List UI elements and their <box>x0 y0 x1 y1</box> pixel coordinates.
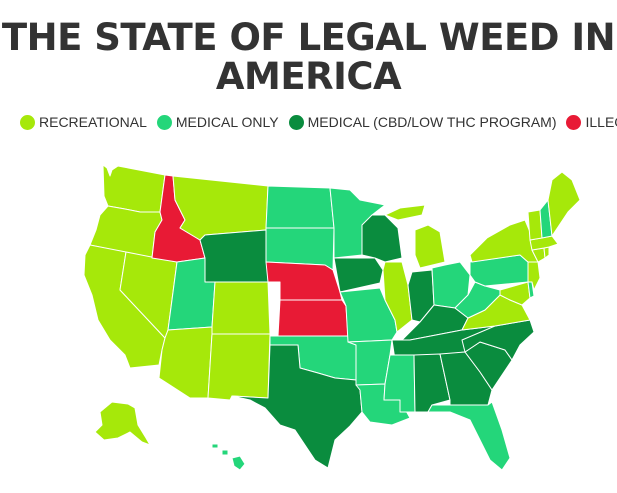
legend-label-recreational: RECREATIONAL <box>39 114 147 130</box>
legend-item-medical-cbd: MEDICAL (CBD/LOW THC PROGRAM) <box>288 114 557 130</box>
state-az <box>158 326 213 399</box>
state-hi-oahu <box>211 443 219 449</box>
state-ri <box>543 246 550 259</box>
state-tx <box>231 344 363 469</box>
legend-label-illegal: ILLEGAL <box>585 114 617 130</box>
state-hi-maui <box>221 449 229 456</box>
state-mt <box>172 175 269 241</box>
state-fl <box>427 401 511 471</box>
state-nm <box>207 333 271 401</box>
state-mi <box>414 224 446 269</box>
state-mi-upper <box>384 204 426 221</box>
state-co <box>211 281 271 335</box>
state-ny <box>469 219 539 263</box>
state-il <box>382 261 413 333</box>
state-wa <box>102 164 166 213</box>
us-map <box>83 164 581 471</box>
legend-label-medical-cbd: MEDICAL (CBD/LOW THC PROGRAM) <box>307 114 557 130</box>
legend-swatch-medical-cbd <box>288 114 304 130</box>
state-me <box>547 171 581 237</box>
state-ia <box>333 257 384 293</box>
state-nd <box>265 185 335 229</box>
legend-swatch-medical-only <box>156 114 172 130</box>
state-ks <box>277 299 349 337</box>
legend: RECREATIONAL MEDICAL ONLY MEDICAL (CBD/L… <box>20 112 617 132</box>
legend-item-medical-only: MEDICAL ONLY <box>156 114 279 130</box>
page-title: THE STATE OF LEGAL WEED IN AMERICA <box>0 18 617 96</box>
state-hi <box>231 455 246 471</box>
state-ak <box>94 401 151 446</box>
legend-swatch-recreational <box>20 114 35 130</box>
state-wi <box>361 214 403 263</box>
legend-swatch-illegal <box>566 114 582 130</box>
title-line-1: THE STATE OF LEGAL WEED IN <box>1 16 616 59</box>
legend-item-illegal: ILLEGAL <box>566 114 617 130</box>
title-line-2: AMERICA <box>215 55 402 98</box>
legend-item-recreational: RECREATIONAL <box>20 114 147 130</box>
state-wy <box>199 229 269 283</box>
legend-label-medical-only: MEDICAL ONLY <box>175 114 279 130</box>
